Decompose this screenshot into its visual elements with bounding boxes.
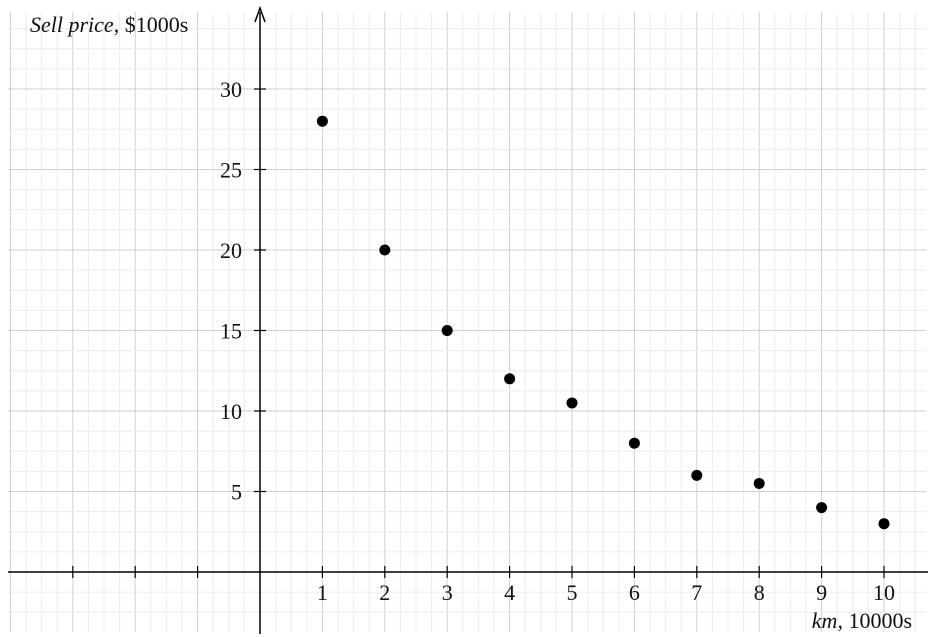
y-axis-title-italic: Sell price (30, 12, 114, 37)
data-point (628, 437, 640, 449)
data-point (878, 518, 890, 530)
data-point (504, 373, 516, 385)
y-tick-label: 15 (220, 319, 242, 344)
x-tick-label: 3 (442, 580, 453, 605)
y-tick-label: 5 (231, 480, 242, 505)
tick-marks (72, 88, 885, 578)
x-tick-label: 1 (317, 580, 328, 605)
data-point (691, 469, 703, 481)
data-point (753, 477, 765, 489)
data-point (379, 244, 391, 256)
y-tick-label: 20 (220, 238, 242, 263)
y-axis-title-units: , $1000s (114, 12, 189, 37)
y-axis-arrow (254, 5, 266, 23)
x-tick-label: 2 (379, 580, 390, 605)
x-axis-title-italic: km (812, 608, 838, 633)
grid (8, 12, 926, 632)
x-tick-label: 10 (873, 580, 895, 605)
x-axis-title: km, 10000s (812, 608, 912, 633)
y-tick-label: 10 (220, 399, 242, 424)
x-tick-label: 8 (754, 580, 765, 605)
x-tick-label: 5 (567, 580, 578, 605)
data-point (316, 115, 328, 127)
x-tick-label: 9 (816, 580, 827, 605)
x-axis-title-units: , 10000s (837, 608, 912, 633)
x-tick-label: 4 (504, 580, 515, 605)
y-axis-title: Sell price, $1000s (30, 12, 188, 37)
x-tick-label: 7 (691, 580, 702, 605)
y-tick-label: 25 (220, 158, 242, 183)
data-points (316, 115, 890, 530)
y-tick-label: 30 (220, 77, 242, 102)
data-point (566, 397, 578, 409)
x-tick-label: 6 (629, 580, 640, 605)
data-point (441, 325, 453, 336)
tick-labels: 1 2 3 4 5 6 7 8 9 10 5 10 15 20 25 30 (220, 77, 895, 605)
axes (8, 5, 928, 634)
data-point (816, 502, 828, 514)
